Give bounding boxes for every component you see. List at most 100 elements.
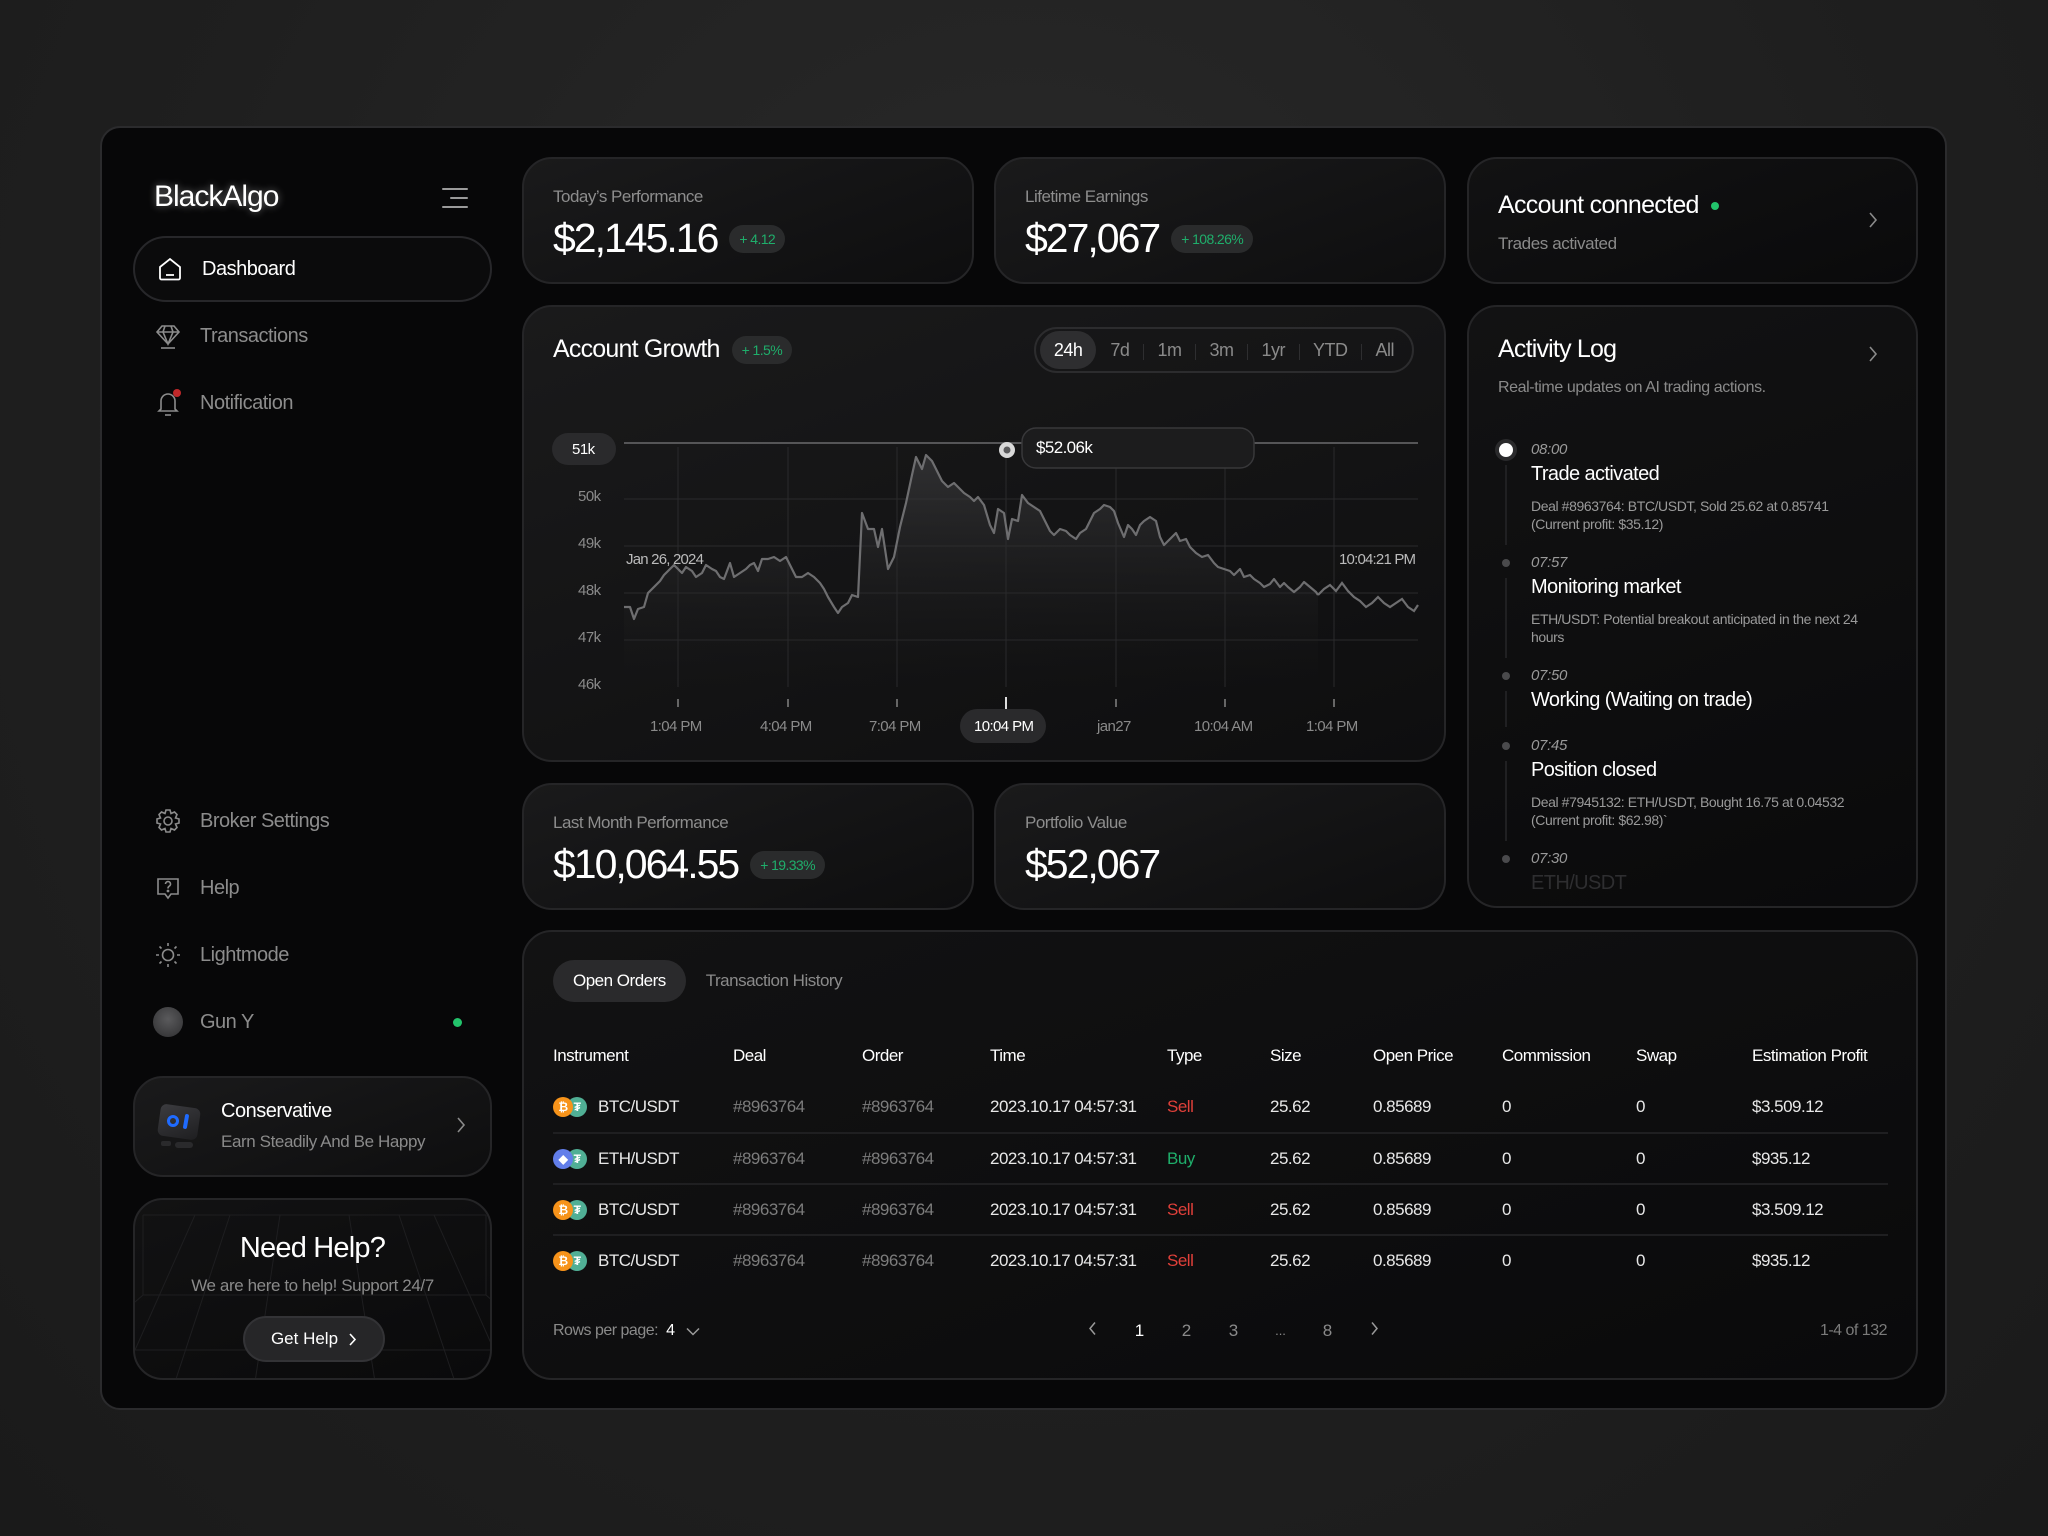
- todays-performance-card: Today’s Performance $2,145.16 + 4.12: [522, 157, 974, 284]
- table-row[interactable]: ₮ ₿ BTC/USDT #8963764 #8963764 2023.10.17 …: [553, 1082, 1888, 1133]
- table-row[interactable]: ₮ ₿ BTC/USDT #8963764 #8963764 2023.10.17 …: [553, 1234, 1888, 1286]
- page-ellipsis: ...: [1275, 1323, 1286, 1338]
- activity-log-expand-button[interactable]: [1868, 345, 1878, 368]
- range-1m[interactable]: 1m: [1143, 340, 1195, 361]
- column-header[interactable]: Time: [990, 1046, 1026, 1065]
- rows-per-page-select[interactable]: Rows per page: 4: [553, 1322, 700, 1340]
- column-header[interactable]: Type: [1167, 1046, 1202, 1065]
- instrument: ETH/USDT: [598, 1148, 680, 1168]
- x-axis-label: 4:04 PM: [760, 718, 812, 735]
- account-title-row: Account connected: [1498, 191, 1719, 220]
- range-1yr[interactable]: 1yr: [1247, 340, 1299, 361]
- page-2-button[interactable]: 2: [1181, 1321, 1192, 1340]
- activity-time: 07:30: [1531, 850, 1568, 867]
- column-header[interactable]: Instrument: [553, 1046, 629, 1065]
- range-all[interactable]: All: [1361, 340, 1408, 361]
- chart-title: Account Growth: [553, 335, 720, 363]
- open-price: 0.85689: [1373, 1183, 1502, 1235]
- user-profile[interactable]: Gun Y: [133, 989, 492, 1055]
- bell-icon: [153, 388, 183, 418]
- deal-id: #8963764: [733, 1183, 862, 1235]
- pagination: 1 2 3 ... 8: [1069, 1316, 1398, 1346]
- previous-page-button[interactable]: [1069, 1316, 1116, 1346]
- order-size: 25.62: [1270, 1097, 1311, 1116]
- activity-item: 07:45 Position closed Deal #7945132: ETH…: [1498, 737, 1898, 847]
- sidebar-item-label: Dashboard: [202, 257, 296, 280]
- column-header[interactable]: Size: [1270, 1046, 1302, 1065]
- column-header[interactable]: Open Price: [1373, 1046, 1454, 1065]
- deal-id: #8963764: [733, 1097, 805, 1116]
- get-help-button[interactable]: Get Help: [243, 1316, 385, 1362]
- order-id: #8963764: [862, 1183, 990, 1235]
- x-axis-label: 10:04 AM: [1194, 718, 1253, 735]
- timeline-dot-active: [1499, 443, 1513, 457]
- account-status-title: Account connected: [1498, 191, 1699, 219]
- order-size: 25.62: [1270, 1234, 1373, 1286]
- timeline-line: [1505, 465, 1507, 545]
- open-price: 0.85689: [1373, 1234, 1502, 1286]
- lightmode-toggle[interactable]: Lightmode: [133, 922, 492, 988]
- deal-id: #8963764: [733, 1234, 862, 1286]
- strategy-card[interactable]: Conservative Earn Steadily And Be Happy: [133, 1076, 492, 1177]
- instrument-cell: ₮ ₿ BTC/USDT: [553, 1199, 733, 1220]
- range-3m[interactable]: 3m: [1195, 340, 1247, 361]
- column-header[interactable]: Swap: [1636, 1046, 1677, 1065]
- swap: 0: [1636, 1097, 1645, 1116]
- page-1-button[interactable]: 1: [1134, 1321, 1145, 1340]
- account-growth-card: Account Growth + 1.5% 24h 7d 1m 3m 1yr Y…: [522, 305, 1446, 762]
- order-type: Sell: [1167, 1183, 1270, 1235]
- order-time: 2023.10.17 04:57:31: [990, 1097, 1137, 1116]
- chart-title-row: Account Growth + 1.5%: [553, 335, 793, 364]
- estimation-profit: $3.509.12: [1752, 1097, 1824, 1116]
- page-3-button[interactable]: 3: [1228, 1321, 1239, 1340]
- sidebar-item-dashboard[interactable]: Dashboard: [133, 236, 492, 302]
- tab-transaction-history[interactable]: Transaction History: [705, 971, 843, 990]
- next-page-button[interactable]: [1351, 1316, 1398, 1346]
- timeline-dot: [1502, 672, 1510, 680]
- stat-value-row: $2,145.16 + 4.12: [553, 215, 786, 262]
- table-row[interactable]: ₮ ₿ BTC/USDT #8963764 #8963764 2023.10.17 …: [553, 1183, 1888, 1235]
- page-8-button[interactable]: 8: [1322, 1321, 1333, 1340]
- diamond-icon: [153, 321, 183, 351]
- order-id: #8963764: [862, 1234, 990, 1286]
- coin-pair-icon: ₮ ₿: [553, 1251, 587, 1271]
- estimation-profit: $935.12: [1752, 1132, 1888, 1184]
- sidebar-item-notification[interactable]: Notification: [133, 370, 492, 436]
- stat-value-row: $52,067: [1025, 841, 1161, 888]
- column-header[interactable]: Deal: [733, 1046, 766, 1065]
- table-row[interactable]: ₮ ◆ ETH/USDT #8963764 #8963764 2023.10.17 …: [553, 1132, 1888, 1184]
- account-connected-card[interactable]: Account connected Trades activated: [1467, 157, 1918, 284]
- usdt-icon: ₮: [567, 1148, 587, 1169]
- time-range-selector: 24h 7d 1m 3m 1yr YTD All: [1033, 327, 1414, 373]
- activity-title: Position closed: [1531, 759, 1657, 781]
- range-7d[interactable]: 7d: [1110, 339, 1130, 360]
- activity-desc: Deal #8963764: BTC/USDT, Sold 25.62 at 0…: [1531, 498, 1829, 532]
- y-axis-label: 46k: [578, 676, 601, 693]
- menu-toggle-button[interactable]: [442, 188, 468, 208]
- timeline-dot: [1502, 742, 1510, 750]
- timeline-line: [1505, 761, 1507, 841]
- chevron-down-icon: [686, 1327, 700, 1336]
- sidebar-item-help[interactable]: Help: [133, 855, 492, 921]
- column-header[interactable]: Order: [862, 1046, 903, 1065]
- order-time: 2023.10.17 04:57:31: [990, 1132, 1167, 1184]
- menu-icon-line: [442, 206, 468, 208]
- account-growth-chart[interactable]: [524, 307, 1446, 762]
- tab-open-orders[interactable]: Open Orders: [553, 960, 686, 1002]
- sun-icon: [153, 940, 183, 970]
- x-axis-label: jan27: [1097, 718, 1131, 735]
- column-header[interactable]: Commission: [1502, 1046, 1591, 1065]
- chevron-right-icon: [1868, 211, 1878, 234]
- column-header[interactable]: Estimation Profit: [1752, 1046, 1868, 1065]
- table-header-row: Instrument Deal Order Time Type Size Ope…: [553, 1030, 1888, 1082]
- swap: 0: [1636, 1183, 1752, 1235]
- sidebar-item-transactions[interactable]: Transactions: [133, 303, 492, 369]
- range-24h[interactable]: 24h: [1039, 331, 1097, 369]
- sidebar-item-broker-settings[interactable]: Broker Settings: [133, 788, 492, 854]
- eth-icon: ◆: [553, 1148, 573, 1169]
- help-subtitle: We are here to help! Support 24/7: [191, 1276, 434, 1295]
- range-ytd[interactable]: YTD: [1298, 340, 1362, 361]
- orders-table: Instrument Deal Order Time Type Size Ope…: [553, 1030, 1888, 1286]
- stat-value: $2,145.16: [553, 215, 719, 261]
- grid-decoration: [135, 1214, 490, 1378]
